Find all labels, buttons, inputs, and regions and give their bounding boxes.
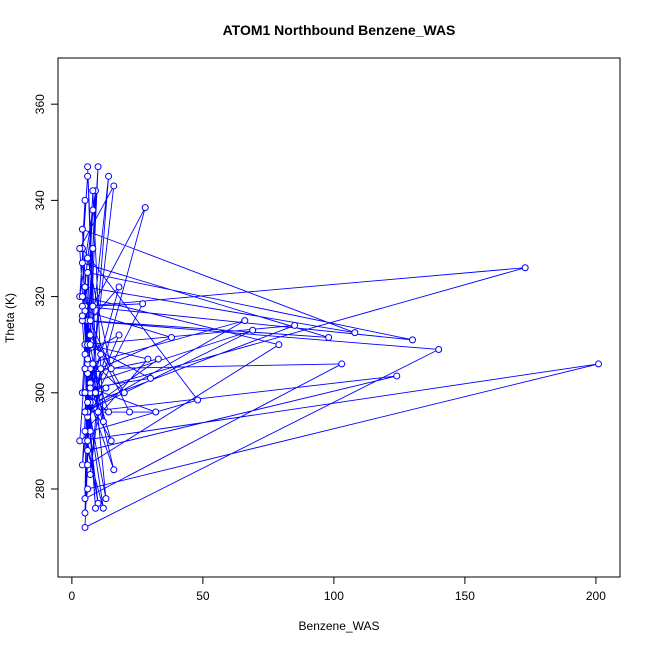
point [81, 196, 89, 204]
point [107, 365, 115, 373]
point [120, 389, 128, 397]
y-tick-label: 300 [33, 382, 47, 402]
point [84, 398, 92, 406]
point [102, 384, 110, 392]
point [86, 317, 94, 325]
point [521, 264, 529, 272]
chart-title: ATOM1 Northbound Benzene_WAS [223, 22, 456, 38]
y-tick-label: 360 [33, 94, 47, 114]
x-tick-label: 200 [586, 589, 606, 603]
point [102, 495, 110, 503]
x-axis-label: Benzene_WAS [299, 619, 380, 633]
point [78, 312, 86, 320]
point [91, 504, 99, 512]
point [97, 350, 105, 358]
point [338, 360, 346, 368]
point [97, 365, 105, 373]
point [351, 329, 359, 337]
point [81, 495, 89, 503]
point [291, 321, 299, 329]
point [81, 389, 89, 397]
point [81, 408, 89, 416]
x-tick-label: 150 [455, 589, 475, 603]
x-tick-label: 100 [324, 589, 344, 603]
point [81, 427, 89, 435]
point [275, 341, 283, 349]
point [94, 163, 102, 171]
point [89, 187, 97, 195]
point [194, 396, 202, 404]
y-tick-label: 340 [33, 190, 47, 210]
point [105, 408, 113, 416]
point [115, 331, 123, 339]
point [89, 360, 97, 368]
point [139, 300, 147, 308]
point [146, 374, 154, 382]
point [86, 341, 94, 349]
x-tick-label: 0 [69, 589, 76, 603]
point [325, 333, 333, 341]
point [78, 259, 86, 267]
point [78, 225, 86, 233]
point [84, 446, 92, 454]
point [110, 466, 118, 474]
point [408, 336, 416, 344]
point [435, 345, 443, 353]
point [81, 283, 89, 291]
point [249, 326, 257, 334]
y-axis-label: Theta (K) [3, 293, 17, 343]
point [84, 461, 92, 469]
point [81, 509, 89, 517]
point [141, 204, 149, 212]
point [84, 437, 92, 445]
point [105, 172, 113, 180]
point [76, 244, 84, 252]
point [84, 172, 92, 180]
point [86, 471, 94, 479]
point [84, 254, 92, 262]
y-tick-label: 320 [33, 286, 47, 306]
point [393, 372, 401, 380]
point [81, 365, 89, 373]
plot-frame [57, 57, 621, 578]
point [144, 355, 152, 363]
point [84, 355, 92, 363]
point [89, 244, 97, 252]
point [154, 355, 162, 363]
point [107, 437, 115, 445]
point [86, 384, 94, 392]
point [84, 485, 92, 493]
series-line [79, 166, 599, 529]
point [115, 283, 123, 291]
point [78, 293, 86, 301]
point [126, 408, 134, 416]
point [91, 389, 99, 397]
point [241, 317, 249, 325]
point [81, 523, 89, 531]
x-tick-label: 50 [196, 589, 210, 603]
point [152, 408, 160, 416]
point [84, 163, 92, 171]
point [89, 302, 97, 310]
point [110, 182, 118, 190]
point [99, 504, 107, 512]
y-tick-label: 280 [33, 479, 47, 499]
point [167, 333, 175, 341]
point [595, 360, 603, 368]
point [89, 206, 97, 214]
point [94, 408, 102, 416]
point [84, 269, 92, 277]
point [99, 418, 107, 426]
point [86, 331, 94, 339]
